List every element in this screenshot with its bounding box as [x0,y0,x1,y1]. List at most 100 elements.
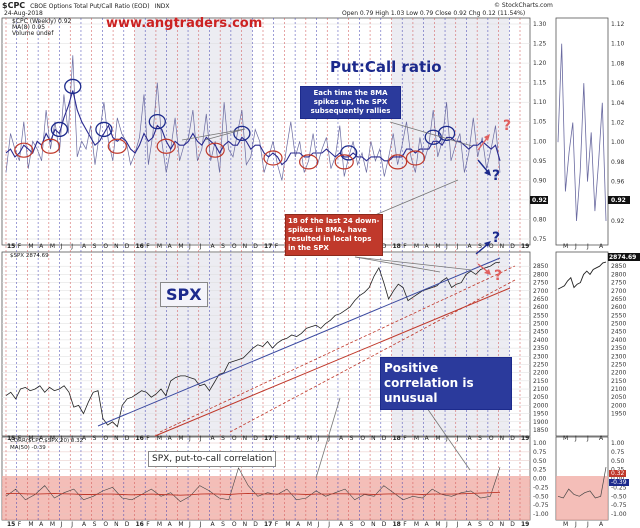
x-tick-label: N [371,521,376,528]
spx-y-tick: 2550 [533,312,548,319]
x-tick-label: N [243,435,248,442]
x-tick-label: M [178,435,183,442]
side-pc-y-tick: 1.06 [611,80,625,87]
spx-y-tick: 2800 [533,271,548,278]
spx-channel-lower-solid [154,287,511,437]
x-tick-label: 16 [136,521,144,528]
side-x-tick-label: J [574,243,577,250]
pc-y-tick: 1.25 [533,41,547,48]
question-2: ? [492,168,501,184]
spx-y-tick: 2100 [533,386,548,393]
x-tick-label: A [467,435,472,442]
spx-label: SPX [160,282,208,307]
x-tick-label: O [489,243,494,250]
x-tick-label: F [403,243,407,250]
side-spx-y-tick: 2350 [611,345,626,352]
x-tick-label: J [188,243,191,250]
pc-y-tick: 0.90 [533,177,547,184]
x-tick-label: J [188,521,191,528]
x-tick-label: M [28,521,33,528]
spike-down-circle [156,138,176,154]
question-1: ? [503,118,512,134]
side-spx-last-label: 2874.69 [609,254,636,261]
x-tick-label: A [39,243,44,250]
x-tick-label: M [285,521,290,528]
x-tick-label: F [18,243,22,250]
corr-legend: CORR($CPC,$SPX,20) 0.32 MA(50) -0.39 [10,438,83,452]
spx-line [5,261,501,428]
pc-title: Put:Call ratio [330,58,442,76]
x-tick-label: M [435,435,440,442]
x-tick-label: A [82,435,87,442]
spike-down-circle [334,154,354,170]
spike-down-circle [205,142,225,158]
spx-y-tick: 2150 [533,378,548,385]
spx-legend: $SPX 2874.69 [10,253,49,259]
spx-y-tick: 2600 [533,304,548,311]
pc-y-tick: 1.05 [533,119,547,126]
x-tick-label: J [327,435,330,442]
pc-raw-line [5,55,501,181]
x-tick-label: F [146,243,150,250]
x-tick-label: S [350,435,354,442]
x-tick-label: N [114,435,119,442]
x-tick-label: M [50,521,55,528]
side-pc-y-tick: 0.96 [611,179,625,186]
x-tick-label: 15 [7,243,15,250]
x-tick-label: J [456,521,459,528]
shade-band [134,253,253,435]
pointer-2 [204,128,246,141]
x-tick-label: A [82,521,87,528]
side-spx-frame [555,251,609,437]
side-pc-y-tick: 0.92 [611,218,625,225]
spike-down-circle [405,150,426,166]
side-x-tick-label: M [563,521,568,528]
side-pc-y-tick: 1.10 [611,41,625,48]
spike-down-circle [14,142,34,158]
x-tick-label: 18 [393,243,401,250]
x-tick-label: A [425,243,430,250]
pc-last-label: 0.92 [532,197,547,204]
x-tick-label: 16 [136,435,144,442]
x-tick-label: O [232,243,237,250]
pointer-5 [354,256,473,271]
x-tick-label: N [371,435,376,442]
x-tick-label: A [425,435,430,442]
spx-y-tick: 2650 [533,296,548,303]
spike-up-circle [340,145,358,161]
side-spx-y-tick: 2500 [611,321,626,328]
x-tick-label: A [296,521,301,528]
x-tick-label: F [403,521,407,528]
x-tick-label: M [307,521,312,528]
corr-legend-2: MA(50) -0.39 [10,445,46,451]
legend-line3: Volume undef [12,30,54,37]
x-tick-label: O [489,521,494,528]
side-spx-y-tick: 2300 [611,353,626,360]
x-tick-label: J [456,243,459,250]
side-corr-y-tick: 0.50 [611,458,625,465]
side-x-tick-label: J [574,521,577,528]
x-tick-label: M [157,243,162,250]
corr-ma-line [6,491,501,496]
x-tick-label: N [243,521,248,528]
x-tick-label: S [478,243,482,250]
question-3: ? [492,230,501,246]
header-stats: Open 0.79 High 1.03 Low 0.79 Close 0.92 … [342,10,526,17]
spx-y-tick: 2850 [533,263,548,270]
side-pc-y-tick: 1.02 [611,120,625,127]
x-tick-label: N [243,243,248,250]
x-tick-label: D [125,243,130,250]
gridlines [2,23,530,515]
x-tick-label: F [146,435,150,442]
pc-y-tick: 1.20 [533,60,547,67]
side-corr-low: -0.39 [609,479,629,486]
x-tick-label: 18 [393,435,401,442]
x-tick-label: 19 [521,435,529,442]
side-x-tick-label: J [586,521,589,528]
legend-line2: MA(8) 0.95 [12,24,46,31]
side-spx-y-tick: 2600 [611,304,626,311]
pointer-6 [354,256,441,273]
side-x-tick-label: M [563,243,568,250]
x-axis-ticks: 151515FFFMMMAAAMMMJJJJJJAAASSSOOONNNDDD1… [7,243,604,528]
x-tick-label: D [510,521,515,528]
